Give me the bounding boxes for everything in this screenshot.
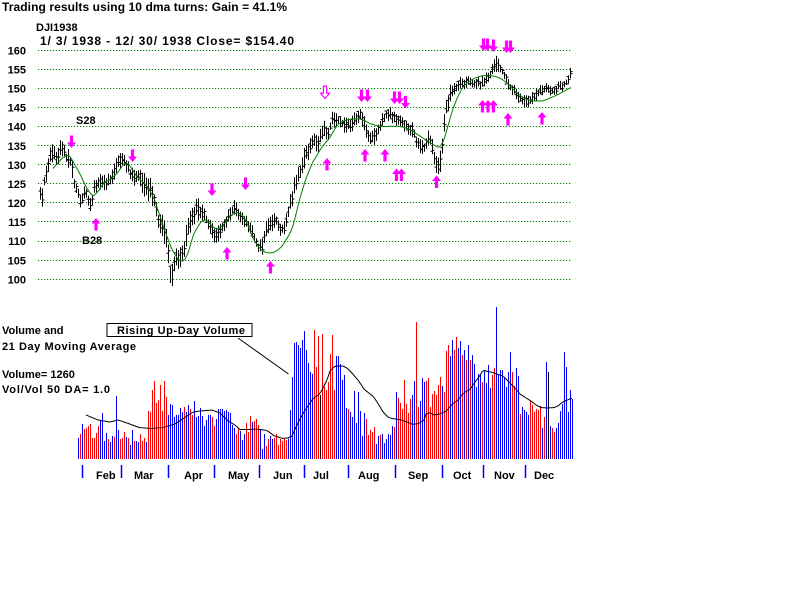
svg-text:B28: B28	[82, 235, 102, 247]
svg-text:Aug: Aug	[358, 470, 379, 482]
svg-text:DJI1938: DJI1938	[36, 22, 78, 34]
svg-text:130: 130	[8, 160, 26, 172]
svg-text:1/ 3/ 1938 - 12/ 30/ 1938 C: 1/ 3/ 1938 - 12/ 30/ 1938 Close= $154.40	[40, 34, 294, 48]
svg-text:135: 135	[8, 141, 26, 153]
svg-text:Trading results using 10 dma: Trading results using 10 dma turns: Gain…	[2, 0, 287, 14]
svg-text:110: 110	[8, 236, 26, 248]
svg-text:120: 120	[8, 198, 26, 210]
svg-text:Oct: Oct	[453, 470, 472, 482]
svg-text:S28: S28	[76, 115, 96, 127]
svg-text:Volume= 1260: Volume= 1260	[2, 369, 75, 381]
svg-text:May: May	[228, 470, 250, 482]
svg-text:Dec: Dec	[534, 470, 554, 482]
svg-text:155: 155	[8, 65, 26, 77]
svg-text:Mar: Mar	[134, 470, 154, 482]
svg-text:140: 140	[8, 122, 26, 134]
svg-text:115: 115	[8, 217, 26, 229]
svg-text:105: 105	[8, 255, 26, 267]
svg-text:100: 100	[8, 274, 26, 286]
svg-text:21 Day Moving Average: 21 Day Moving Average	[2, 341, 136, 353]
svg-text:Vol/Vol 50 DA= 1.0: Vol/Vol 50 DA= 1.0	[2, 384, 110, 396]
svg-text:Jul: Jul	[313, 470, 329, 482]
svg-text:Apr: Apr	[184, 470, 204, 482]
svg-text:125: 125	[8, 179, 26, 191]
svg-text:Feb: Feb	[96, 470, 116, 482]
svg-text:Rising Up-Day Volume: Rising Up-Day Volume	[117, 325, 245, 337]
svg-text:Jun: Jun	[273, 470, 293, 482]
svg-text:Volume and: Volume and	[2, 325, 64, 337]
svg-text:Sep: Sep	[408, 470, 428, 482]
svg-text:Nov: Nov	[494, 470, 516, 482]
svg-text:160: 160	[8, 45, 26, 57]
svg-text:145: 145	[8, 103, 26, 115]
svg-text:150: 150	[8, 84, 26, 96]
